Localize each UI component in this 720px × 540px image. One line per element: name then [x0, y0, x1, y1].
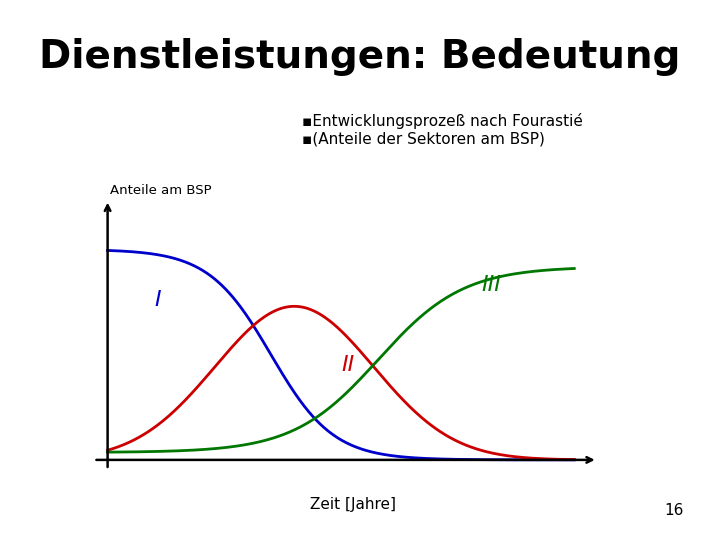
- Text: I: I: [154, 291, 161, 310]
- Text: Anteile am BSP: Anteile am BSP: [110, 184, 212, 197]
- Text: III: III: [481, 275, 501, 295]
- Text: Dienstleistungen: Bedeutung: Dienstleistungen: Bedeutung: [40, 38, 680, 76]
- Text: II: II: [341, 355, 354, 375]
- Text: 16: 16: [665, 503, 684, 518]
- Text: Zeit [Jahre]: Zeit [Jahre]: [310, 497, 396, 512]
- Text: ▪Entwicklungsprozeß nach Fourastié
▪(Anteile der Sektoren am BSP): ▪Entwicklungsprozeß nach Fourastié ▪(An…: [302, 113, 583, 147]
